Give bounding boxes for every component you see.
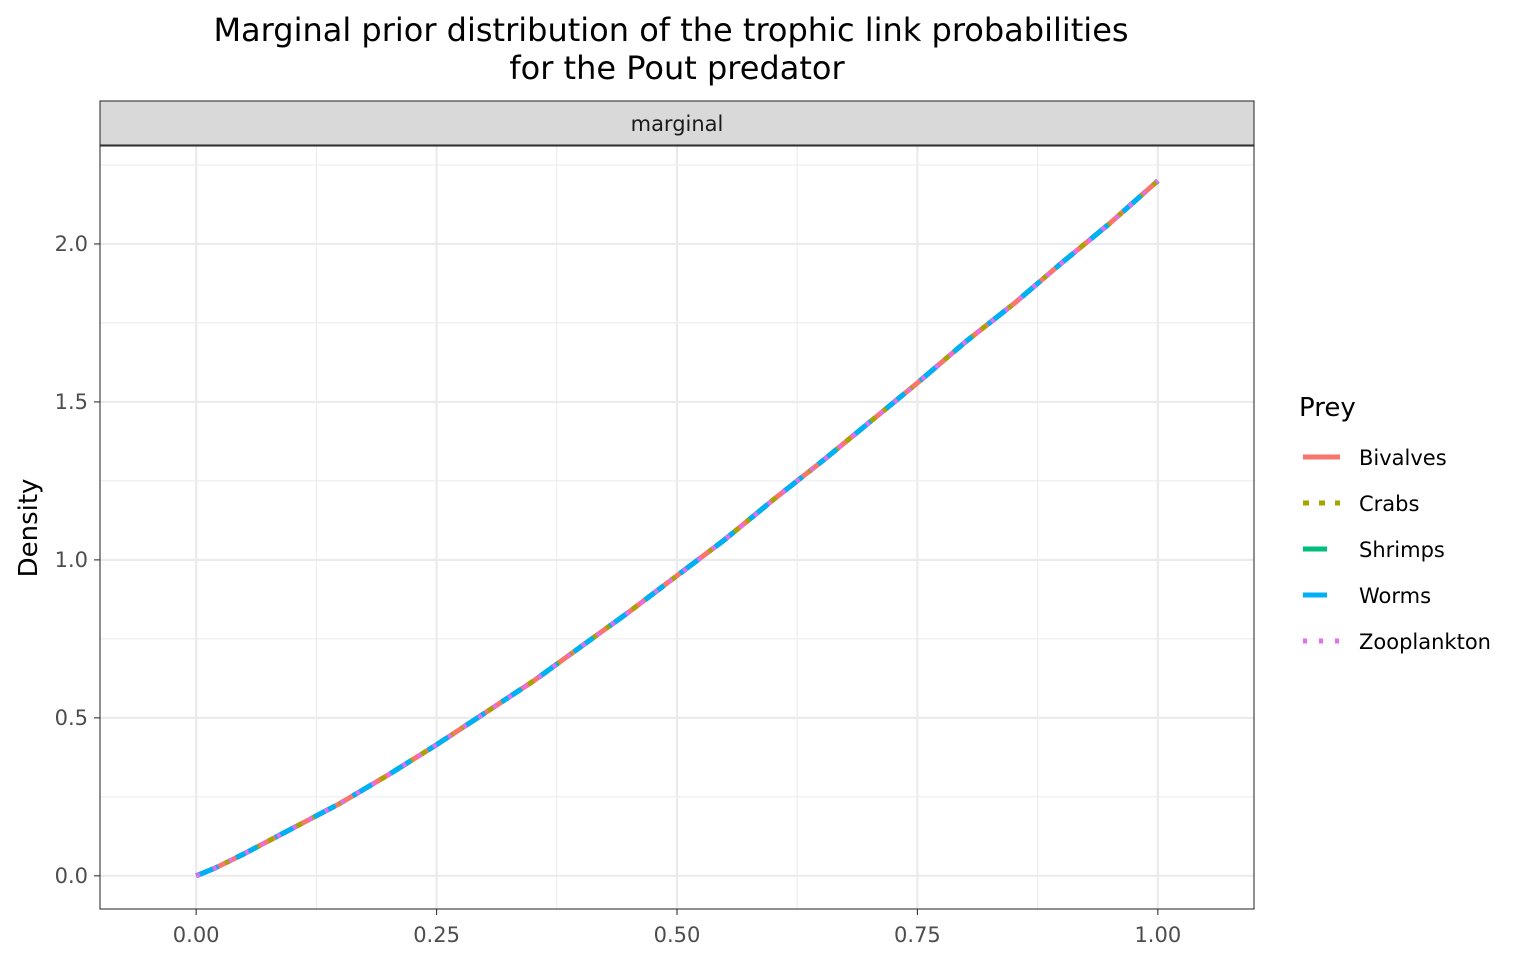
y-tick-label: 0.5 [55, 706, 88, 730]
x-tick-label: 0.50 [654, 923, 701, 947]
legend-title: Prey [1299, 393, 1356, 423]
chart-title-line-2: for the Pout predator [509, 49, 845, 87]
series-line-worms [195, 178, 1160, 879]
chart-title: Marginal prior distribution of the troph… [213, 11, 1128, 87]
x-axis: 0.00 0.25 0.50 0.75 1.00 [173, 909, 1181, 947]
legend-label-crabs: Crabs [1359, 492, 1419, 516]
chart-title-line-1: Marginal prior distribution of the troph… [213, 11, 1128, 49]
y-tick-label: 1.5 [55, 390, 88, 414]
legend-label-shrimps: Shrimps [1359, 538, 1445, 562]
y-tick-label: 1.0 [55, 548, 88, 572]
x-tick-label: 0.75 [894, 923, 941, 947]
y-axis: 0.0 0.5 1.0 1.5 2.0 [55, 232, 100, 888]
facet-strip [99, 100, 1255, 146]
series-lines [195, 178, 1160, 879]
legend-items: Bivalves Crabs Shrimps Worms Zooplankton [1303, 446, 1491, 654]
x-tick-label: 1.00 [1134, 923, 1181, 947]
grid-major [100, 146, 1254, 909]
facet-strip-label: marginal [631, 112, 724, 136]
x-tick-label: 0.25 [413, 923, 460, 947]
y-axis-title: Density [14, 479, 44, 578]
legend: Prey Bivalves Crabs Shrimps Worms Zooplankto… [1299, 393, 1491, 654]
legend-label-bivalves: Bivalves [1359, 446, 1447, 470]
legend-label-worms: Worms [1359, 584, 1431, 608]
y-tick-label: 0.0 [55, 864, 88, 888]
legend-label-zooplankton: Zooplankton [1359, 630, 1491, 654]
x-tick-label: 0.00 [173, 923, 220, 947]
y-tick-label: 2.0 [55, 232, 88, 256]
